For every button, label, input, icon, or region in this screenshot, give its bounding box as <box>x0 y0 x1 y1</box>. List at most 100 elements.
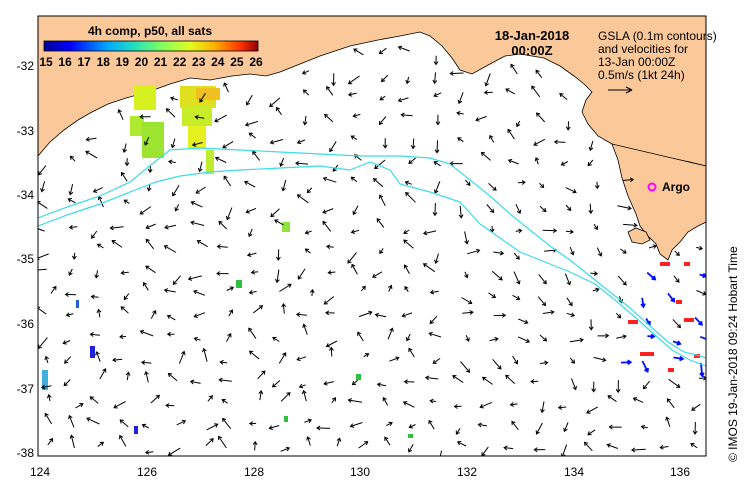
velocity-arrow <box>91 230 98 239</box>
velocity-arrow <box>641 360 649 373</box>
velocity-arrow <box>457 137 464 143</box>
velocity-arrow <box>461 297 473 305</box>
velocity-arrow <box>410 138 416 150</box>
velocity-arrow <box>565 204 572 212</box>
lon-label: 136 <box>670 465 690 479</box>
velocity-arrow <box>564 273 572 286</box>
velocity-arrow <box>279 157 285 167</box>
velocity-arrow <box>591 381 597 393</box>
velocity-arrow <box>205 438 214 446</box>
velocity-arrow <box>515 228 523 234</box>
velocity-arrow <box>533 138 546 146</box>
velocity-arrow <box>403 239 414 249</box>
velocity-arrow <box>89 396 99 404</box>
velocity-arrow <box>218 377 232 383</box>
velocity-arrow <box>69 155 76 162</box>
velocity-arrow <box>432 202 438 217</box>
velocity-arrow <box>301 389 307 402</box>
velocity-arrow <box>38 201 48 209</box>
velocity-arrow <box>123 199 130 204</box>
velocity-arrow <box>384 436 391 446</box>
velocity-arrow <box>429 289 439 295</box>
velocity-arrow <box>698 375 706 381</box>
velocity-arrow <box>166 331 175 337</box>
velocity-arrow <box>304 418 313 424</box>
latitude-axis: -32 -33 -34 -35 -36 -37 -38 <box>17 59 35 460</box>
velocity-arrow <box>336 437 342 447</box>
velocity-arrow <box>120 306 129 314</box>
velocity-arrow <box>456 110 464 116</box>
colorbar-tick-label: 15 <box>39 55 53 69</box>
velocity-arrow <box>96 308 102 318</box>
legend-line: 0.5m/s (1kt 24h) <box>598 68 685 82</box>
colorbar-ticks: 15 16 17 18 19 20 21 22 23 24 25 26 <box>39 55 263 69</box>
velocity-arrow <box>668 378 681 388</box>
velocity-arrow <box>170 138 176 149</box>
velocity-arrow <box>172 184 180 197</box>
velocity-arrow <box>563 422 569 433</box>
velocity-arrow <box>92 187 103 193</box>
velocity-arrow <box>246 252 257 257</box>
map-time: 00:00Z <box>511 43 552 58</box>
velocity-arrow <box>553 139 566 145</box>
velocity-arrow <box>306 187 313 194</box>
velocity-arrow <box>326 244 334 250</box>
velocity-arrow <box>372 271 383 278</box>
velocity-arrow <box>378 116 387 125</box>
velocity-arrow <box>405 76 411 85</box>
velocity-arrow <box>62 340 71 345</box>
velocity-arrow <box>125 371 131 381</box>
velocity-arrow <box>405 333 411 342</box>
velocity-arrow <box>111 239 123 248</box>
velocity-arrow <box>222 417 232 430</box>
velocity-arrow <box>513 271 521 285</box>
velocity-arrow <box>483 90 493 95</box>
velocity-arrow <box>493 312 507 318</box>
velocity-arrow <box>358 310 373 318</box>
velocity-arrow <box>517 336 531 343</box>
velocity-arrow <box>596 247 603 257</box>
velocity-arrow <box>608 424 622 430</box>
velocity-arrow <box>296 194 309 204</box>
velocity-arrow <box>357 331 364 342</box>
velocity-arrow <box>477 422 488 428</box>
velocity-arrow <box>488 292 497 299</box>
velocity-arrow <box>309 288 315 297</box>
velocity-arrow <box>252 440 258 451</box>
velocity-arrow <box>347 91 357 97</box>
velocity-arrow <box>620 248 627 254</box>
velocity-arrow <box>432 72 438 85</box>
velocity-arrow <box>44 412 53 425</box>
velocity-arrow <box>248 350 260 360</box>
velocity-arrow <box>353 48 364 56</box>
lon-label: 128 <box>244 465 264 479</box>
colorbar-tick-label: 20 <box>135 55 149 69</box>
velocity-arrow <box>647 333 656 340</box>
velocity-arrow <box>515 203 522 214</box>
velocity-arrow <box>694 316 704 326</box>
velocity-arrow <box>322 176 337 183</box>
velocity-arrow <box>465 335 470 342</box>
velocity-arrow <box>248 228 253 238</box>
velocity-arrow <box>147 165 153 174</box>
velocity-arrow <box>465 179 471 186</box>
velocity-arrow <box>493 250 505 256</box>
colorbar-title: 4h comp, p50, all sats <box>88 24 212 38</box>
velocity-arrow <box>194 114 205 120</box>
velocity-arrow <box>378 47 387 55</box>
velocity-arrow <box>71 252 77 260</box>
velocity-arrow <box>113 400 126 409</box>
velocity-arrow <box>534 156 540 165</box>
velocity-arrow <box>464 231 469 245</box>
velocity-arrow <box>535 69 543 78</box>
velocity-arrow <box>507 158 519 165</box>
colorbar: 4h comp, p50, all sats 15 16 17 18 19 20 21 22 2… <box>39 24 263 69</box>
velocity-arrow <box>95 351 101 362</box>
velocity-arrow <box>90 294 99 300</box>
velocity-arrow <box>453 404 462 409</box>
velocity-arrow <box>560 161 569 166</box>
velocity-arrow <box>120 270 129 276</box>
velocity-arrow <box>302 323 308 335</box>
velocity-arrow <box>382 138 388 149</box>
velocity-arrow <box>326 85 334 96</box>
